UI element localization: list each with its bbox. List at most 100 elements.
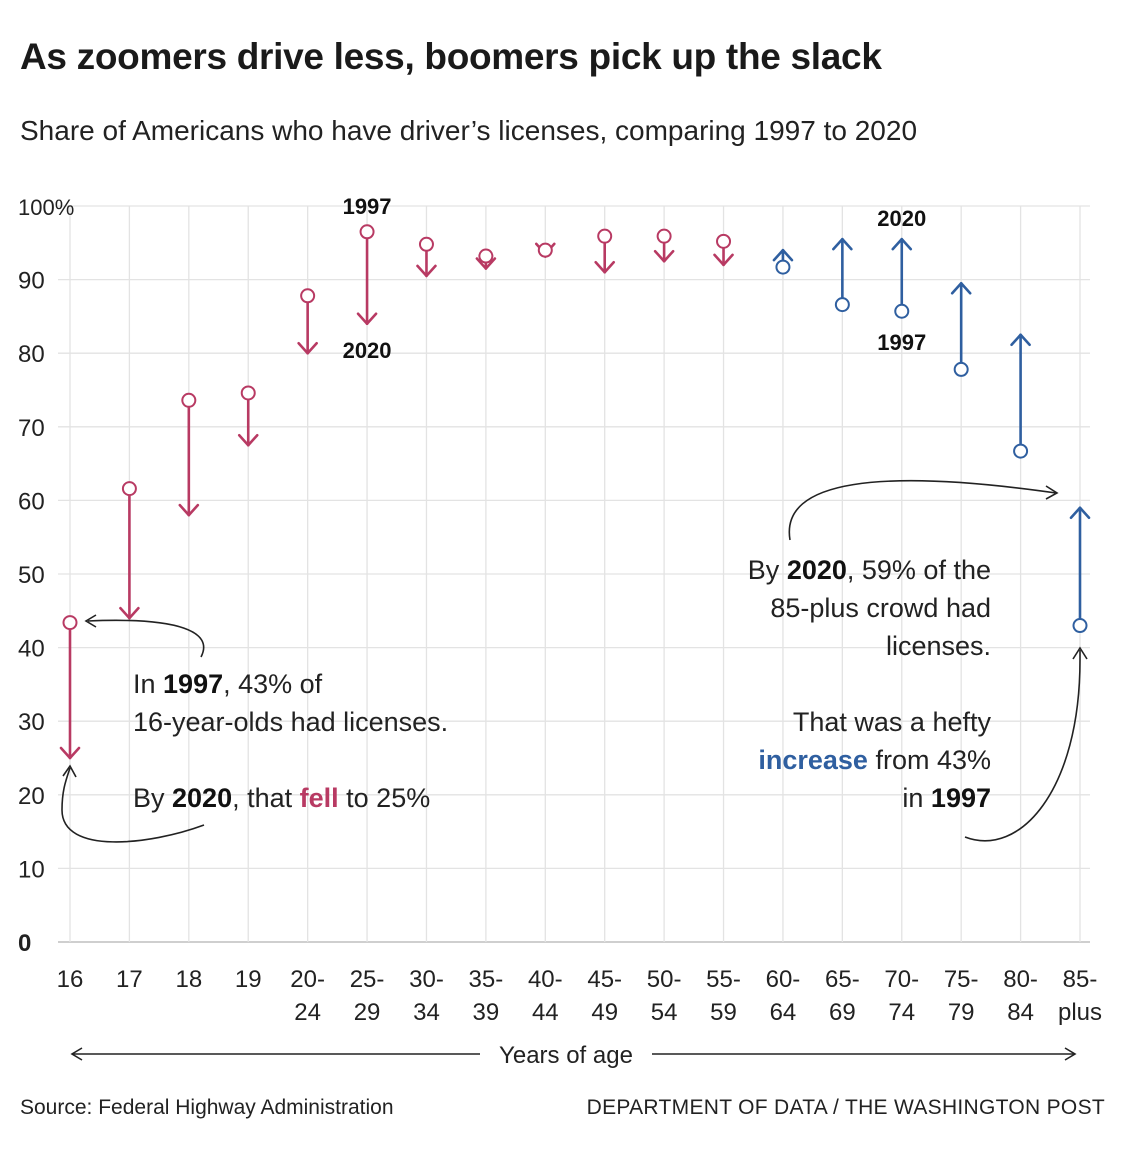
- y-tick-label: 60: [18, 488, 45, 515]
- x-tick-label: 60-: [766, 966, 801, 993]
- x-tick-label: 50-: [647, 966, 682, 993]
- grid-lines: [58, 205, 1090, 943]
- arrow-head: [356, 312, 378, 326]
- x-tick-label: 45-: [587, 966, 622, 993]
- callout-left-2020: [61, 767, 205, 843]
- point-1997: [240, 385, 256, 401]
- arrow-mark: [594, 228, 616, 274]
- annotation-right: By 2020, 59% of the 85-plus crowd had li…: [747, 555, 991, 813]
- y-tick-label: 30: [18, 709, 45, 736]
- x-axis-labels: 16 17 18 19 20- 24 25- 29 30- 34 35- 39 40- 44 45- 49 50…: [57, 966, 1102, 1026]
- callout-right-1997-head: [1072, 646, 1088, 660]
- callout-arrows: [61, 479, 1088, 1061]
- x-tick-label: 49: [591, 999, 618, 1026]
- year-label: 2020: [343, 338, 392, 363]
- point-1997: [597, 228, 613, 244]
- point-1997: [359, 224, 375, 240]
- point-1997: [181, 392, 197, 408]
- point-1997: [62, 615, 78, 631]
- callout-left-1997-head: [84, 614, 97, 628]
- arrow-head: [1069, 506, 1091, 520]
- arrow-head: [297, 341, 318, 355]
- axis-arrow-left-head: [70, 1047, 83, 1061]
- x-tick-label: 20-: [290, 966, 325, 993]
- point-1997: [894, 303, 910, 319]
- point-1997: [775, 259, 791, 275]
- x-tick-label: 19: [235, 966, 262, 993]
- arrow-head: [713, 253, 734, 267]
- arrow-mark: [534, 242, 556, 258]
- x-tick-label: 35-: [469, 966, 504, 993]
- point-1997: [834, 297, 850, 313]
- annotation-left: In 1997, 43% of 16-year-olds had license…: [133, 669, 449, 813]
- x-tick-label: 30-: [409, 966, 444, 993]
- y-tick-label: 70: [18, 415, 45, 442]
- year-label: 2020: [877, 206, 926, 231]
- x-tick-label: 75-: [944, 966, 979, 993]
- arrow-mark: [119, 481, 140, 620]
- arrow-head: [653, 249, 675, 263]
- arrow-head: [950, 281, 972, 295]
- arrow-head: [59, 746, 81, 760]
- callout-right-2020: [788, 479, 1057, 541]
- point-1997: [418, 236, 434, 252]
- x-tick-label: 29: [354, 999, 381, 1026]
- chart-title: As zoomers drive less, boomers pick up t…: [20, 36, 882, 77]
- arrow-mark: [772, 248, 794, 275]
- arrow-mark: [653, 228, 675, 263]
- x-tick-label: 24: [294, 999, 321, 1026]
- arrow-mark: [713, 233, 734, 267]
- x-tick-label: 54: [651, 999, 678, 1026]
- x-tick-label: 70-: [884, 966, 919, 993]
- y-tick-label: 100%: [18, 195, 74, 220]
- x-tick-label: plus: [1058, 999, 1102, 1026]
- arrow-head: [475, 257, 497, 270]
- arrow-head: [594, 260, 616, 274]
- x-axis-title: Years of age: [499, 1042, 633, 1069]
- chart-subtitle: Share of Americans who have driver’s lic…: [20, 115, 918, 146]
- arrow-mark: [891, 237, 913, 319]
- arrow-head: [119, 606, 140, 620]
- x-tick-label: 69: [829, 999, 856, 1026]
- x-tick-label: 25-: [350, 966, 385, 993]
- arrow-mark: [178, 392, 200, 517]
- x-tick-label: 59: [710, 999, 737, 1026]
- arrow-head: [891, 237, 913, 251]
- x-tick-label: 85-: [1063, 966, 1098, 993]
- year-labels: 1997 2020 2020 1997: [343, 194, 927, 363]
- arrow-mark: [416, 236, 437, 278]
- point-1997: [656, 228, 672, 244]
- point-1997: [1072, 618, 1088, 634]
- point-1997: [716, 233, 732, 249]
- x-tick-label: 39: [473, 999, 500, 1026]
- y-axis-labels: 0 10 20 30 40 50 60 70 80 90 100%: [18, 195, 74, 957]
- x-tick-label: 65-: [825, 966, 860, 993]
- year-label: 1997: [877, 330, 926, 355]
- source-note: Source: Federal Highway Administration: [20, 1096, 394, 1119]
- y-tick-label: 50: [18, 562, 45, 589]
- x-tick-label: 74: [888, 999, 915, 1026]
- y-tick-label: 40: [18, 636, 45, 663]
- arrow-mark: [950, 281, 972, 377]
- x-tick-label: 84: [1007, 999, 1034, 1026]
- y-tick-label: 90: [18, 268, 45, 295]
- y-tick-label: 10: [18, 856, 45, 883]
- x-tick-label: 80-: [1003, 966, 1038, 993]
- x-tick-label: 18: [175, 966, 202, 993]
- arrow-head: [178, 503, 200, 517]
- callout-left-2020-head: [62, 764, 77, 778]
- arrow-mark: [1069, 506, 1091, 634]
- y-tick-label: 0: [18, 930, 31, 957]
- x-tick-label: 79: [948, 999, 975, 1026]
- arrow-mark: [356, 224, 378, 326]
- arrow-head: [416, 264, 437, 278]
- x-tick-label: 16: [57, 966, 84, 993]
- axis-arrow-right-head: [1064, 1047, 1077, 1061]
- arrow-mark: [59, 615, 81, 760]
- arrow-head: [237, 433, 259, 447]
- point-1997: [953, 361, 969, 377]
- x-tick-label: 55-: [706, 966, 741, 993]
- arrow-mark: [475, 248, 497, 270]
- callout-left-1997: [87, 619, 205, 658]
